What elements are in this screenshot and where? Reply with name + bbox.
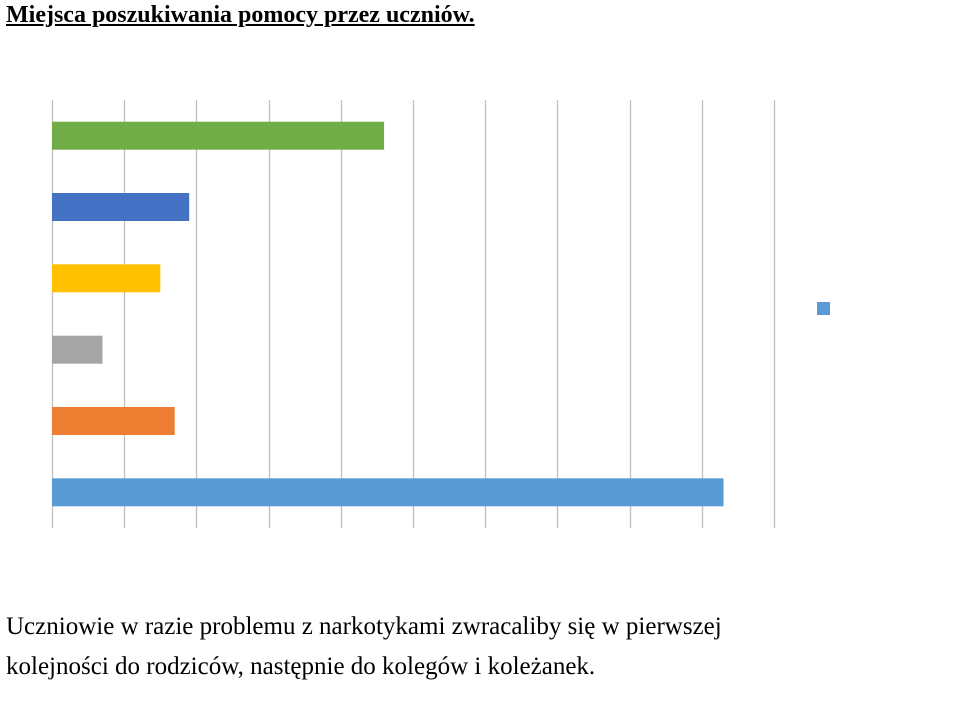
summary-line-1: Uczniowie w razie problemu z narkotykami…: [6, 613, 722, 640]
bar-chart: [51, 100, 776, 528]
chart-gridlines: [51, 100, 776, 528]
chart-bar: [52, 264, 161, 293]
summary-paragraph: Uczniowie w razie problemu z narkotykami…: [6, 607, 960, 687]
legend-marker: [817, 302, 830, 315]
chart-bar: [52, 407, 175, 435]
chart-bar: [52, 335, 103, 364]
page-heading: Miejsca poszukiwania pomocy przez ucznió…: [6, 2, 475, 28]
chart-bar: [52, 193, 190, 221]
summary-line-2: kolejności do rodziców, następnie do kol…: [6, 653, 596, 680]
chart-bar: [52, 478, 724, 507]
chart-bars: [52, 121, 724, 507]
chart-bar: [52, 121, 385, 150]
